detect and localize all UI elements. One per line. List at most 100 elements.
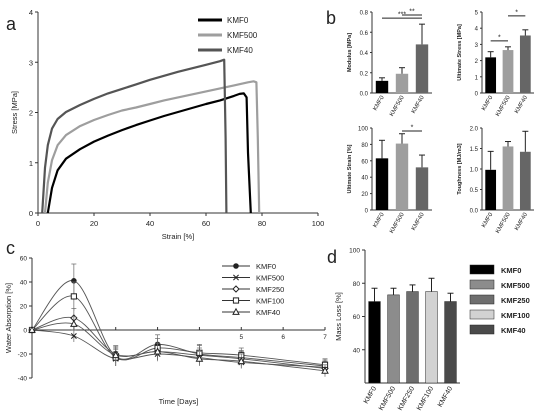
panel-c-water-absorption-chart: -40 -20 0 20 40 60 5 6 7 Time [Days] Water Absorpt… [4,256,329,406]
y-axis-label: Toughness [MJ/m3] [457,143,463,194]
y-tick-label: 0.2 [360,71,369,77]
y-tick-label: 80 [353,281,361,288]
y-tick-label: 5 [475,11,479,17]
x-tick-label: 60 [202,219,210,228]
x-axis-label: Strain [%] [162,232,195,241]
x-tick-label: 100 [312,219,325,228]
y-tick-label: 80 [361,143,368,149]
bar-kmf500 [395,73,409,93]
y-tick-label: 60 [20,256,28,263]
y-tick-label: 1 [29,159,33,168]
bar-kmf0 [375,80,389,93]
bar-kmf500 [502,146,514,210]
legend-label-kmf40: KMF40 [227,46,253,55]
legend-label-kmf100: KMF100 [256,297,284,306]
legend-label-kmf0: KMF0 [501,266,521,275]
y-tick-label: 3 [475,43,479,49]
x-tick-label: KMF250 [397,385,416,412]
y-tick-label: 2 [475,59,479,65]
x-tick-label: KMF40 [514,94,529,114]
bar-kmf40 [519,35,531,93]
significance-label: ** [409,9,415,16]
y-axis-label: Ultimate Stress [MPa] [457,24,463,81]
x-tick-label: 6 [281,334,285,341]
legend-label-kmf0: KMF0 [227,16,249,25]
x-tick-label: 20 [90,219,98,228]
data-point-kmf40 [153,347,162,355]
y-tick-label: 1.5 [470,147,479,153]
legend-label-kmf250: KMF250 [501,296,530,305]
panel-label-c: c [6,238,15,258]
bar-kmf100 [425,291,438,384]
bar-kmf40 [415,44,429,93]
legend-marker-kmf250 [232,285,240,293]
series-line-kmf40 [41,58,228,214]
legend-label-kmf0: KMF0 [256,262,276,271]
x-tick-label: KMF0 [373,211,387,228]
data-point-kmf40 [321,366,329,374]
bar-kmf500 [502,50,514,93]
bar-kmf0 [485,169,497,210]
y-tick-label: 100 [349,248,360,255]
legend-label-kmf100: KMF100 [501,311,530,320]
bar-kmf250 [406,291,419,384]
y-axis-label: Ultimate Strain [%] [347,144,353,193]
significance-label: * [515,9,518,16]
y-tick-label: 0.6 [360,31,369,37]
y-tick-label: 60 [361,159,368,165]
data-point-kmf40 [70,319,78,327]
x-tick-label: KMF0 [481,211,495,228]
y-tick-label: 0.5 [470,188,479,194]
y-tick-label: 40 [353,347,361,354]
y-tick-label: 20 [20,304,28,311]
legend-label-kmf40: KMF40 [501,326,526,335]
y-tick-label: 3 [29,58,33,67]
y-tick-label: 0 [29,209,33,218]
x-tick-label: KMF40 [411,94,426,114]
x-tick-label: KMF500 [389,211,406,234]
series-line-kmf0 [46,92,252,214]
legend-label-kmf500: KMF500 [256,274,284,283]
x-tick-label: KMF0 [481,94,495,111]
panel-label-d: d [327,247,337,267]
y-tick-label: 4 [475,27,479,33]
y-axis-label: Modulus [MPa] [347,33,353,72]
bar-kmf40 [444,301,457,384]
x-tick-label: KMF500 [378,385,397,412]
bar-kmf500 [395,143,409,210]
x-axis-label: Time [Days] [159,397,199,406]
y-tick-label: -20 [18,352,28,359]
legend-marker-kmf40 [232,307,240,315]
data-point-kmf40 [237,356,246,365]
y-tick-label: 1 [475,75,479,81]
y-axis-label: Mass Loss [%] [334,292,343,341]
x-tick-label: KMF40 [437,385,454,408]
x-tick-label: 40 [146,219,154,228]
data-point-kmf40 [28,325,36,333]
data-point-kmf40 [195,354,204,362]
legend-swatch-kmf40 [469,324,495,335]
x-tick-label: KMF40 [514,211,529,231]
data-point-kmf500 [70,333,77,339]
panel-a-stress-strain-chart: 0 20 40 60 80 100 0 1 2 3 4 Strain [%] Stress [MPa] K… [10,8,324,241]
x-tick-label: 80 [258,219,266,228]
x-tick-label: KMF500 [495,94,512,117]
y-tick-label: 0.4 [360,51,369,57]
panel-b-ultimate-strain-chart: 0 20 40 60 80 100 Ultimate Strain [%] KMF0 KMF50… [347,125,432,235]
bar-kmf40 [415,167,429,210]
y-tick-label: 4 [29,8,33,17]
y-tick-label: 0 [23,328,27,335]
legend-marker-kmf500 [233,274,239,281]
significance-label: * [411,125,414,132]
x-tick-label: KMF40 [411,211,426,231]
y-tick-label: -40 [18,376,28,383]
panel-b-modulus-chart: 0.0 0.2 0.4 0.6 0.8 Modulus [MPa] KMF0 KMF500 KM… [347,9,432,118]
x-tick-label: KMF500 [495,211,512,234]
x-tick-label: KMF0 [373,94,387,111]
legend-swatch-kmf100 [469,309,495,320]
y-axis-label: Water Absorption [%] [4,283,13,353]
y-tick-label: 60 [353,314,361,321]
y-tick-label: 100 [358,127,369,133]
bar-kmf0 [368,301,381,384]
